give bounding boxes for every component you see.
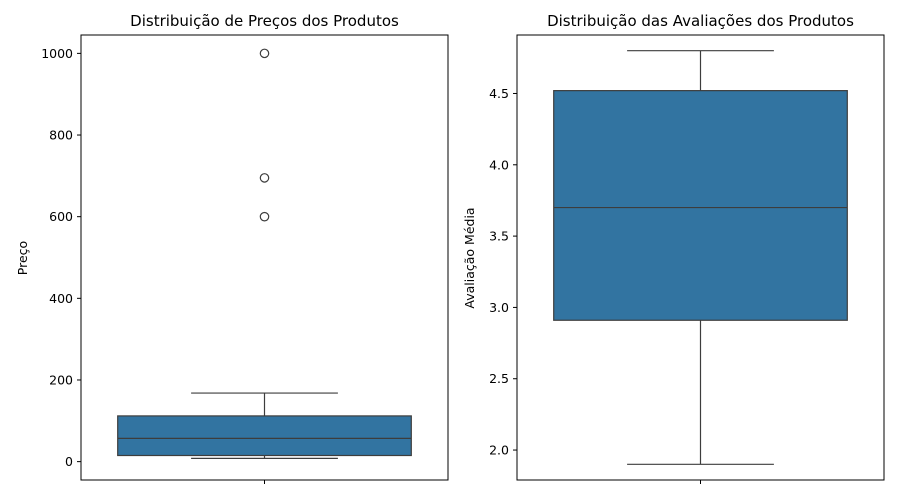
price-iqr-box [117,415,412,457]
rating-axes-frame [516,34,885,481]
price-outlier-point [259,48,270,59]
price-y-axis-label: Preço [15,241,30,275]
rating-y-tick-label: 3.0 [489,300,509,315]
price-y-tick-label: 400 [49,291,73,306]
rating-y-tick-label: 2.0 [489,443,509,458]
price-chart-title: Distribuição de Preços dos Produtos [130,12,399,30]
price-y-tick-label: 600 [49,209,73,224]
rating-y-tick-label: 2.5 [489,371,509,386]
price-outlier-point [259,211,270,222]
rating-y-tick-label: 3.5 [489,229,509,244]
price-y-tick-label: 0 [65,454,73,469]
rating-boxplot-panel: Distribuição das Avaliações dos Produtos… [462,12,885,484]
rating-chart-title: Distribuição das Avaliações dos Produtos [547,12,854,30]
price-plot-area: 0 200 400 600 800 1000 [41,34,449,484]
rating-plot-area: 2.0 2.5 3.0 3.5 4.0 4.5 [489,34,885,484]
price-boxplot-panel: Distribuição de Preços dos Produtos Preç… [15,12,449,484]
rating-y-tick-label: 4.5 [489,86,509,101]
price-y-tick-label: 1000 [41,46,73,61]
price-axes-frame [80,34,449,481]
price-y-tick-label: 200 [49,372,73,387]
rating-y-tick-label: 4.0 [489,157,509,172]
price-y-tick-label: 800 [49,128,73,143]
price-outlier-point [259,173,270,183]
rating-iqr-box [553,90,848,321]
rating-y-axis-label: Avaliação Média [462,207,477,308]
